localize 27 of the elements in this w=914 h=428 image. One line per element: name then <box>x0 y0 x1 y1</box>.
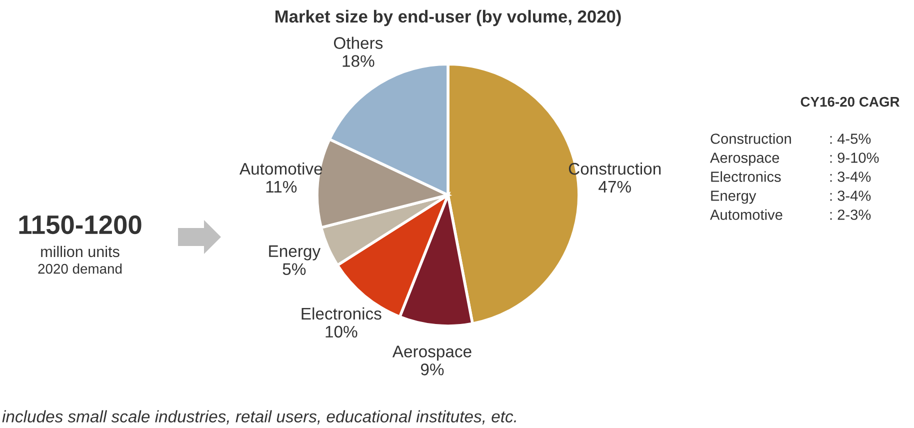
slice-label: Automotive <box>239 162 322 175</box>
text: CY16-20 CAGR <box>800 96 900 107</box>
text: million units <box>41 246 120 258</box>
text: Energy <box>711 190 756 204</box>
text: 1150-1200 <box>19 215 142 234</box>
text: includes small scale industries, retail users, educational institutes, etc. <box>2 410 516 424</box>
text: Aerospace <box>710 152 780 166</box>
text: 2020 demand <box>38 264 122 274</box>
data-label: 9% <box>420 364 444 376</box>
data-label: 11% <box>266 180 297 193</box>
data-label: 5% <box>282 263 306 276</box>
slice-label: Others <box>334 36 383 49</box>
slice-label: Electronics <box>302 307 382 320</box>
chart-title: Market size by end-user (by volume, 2020) <box>276 10 621 26</box>
text: : 4-5% <box>830 134 871 144</box>
data-label: 18% <box>342 55 374 67</box>
text: : 3-4% <box>830 172 871 182</box>
text: Electronics <box>711 171 781 182</box>
text: : 2-3% <box>830 210 871 220</box>
text: : 3-4% <box>830 190 871 201</box>
text: Construction <box>710 133 791 144</box>
text: Automotive <box>710 209 782 220</box>
data-label: 47% <box>598 180 631 193</box>
slice-label: Energy <box>269 245 321 260</box>
slice-label: Aerospace <box>392 346 472 361</box>
text: : 9-10% <box>830 152 879 163</box>
data-label: 10% <box>326 326 358 338</box>
